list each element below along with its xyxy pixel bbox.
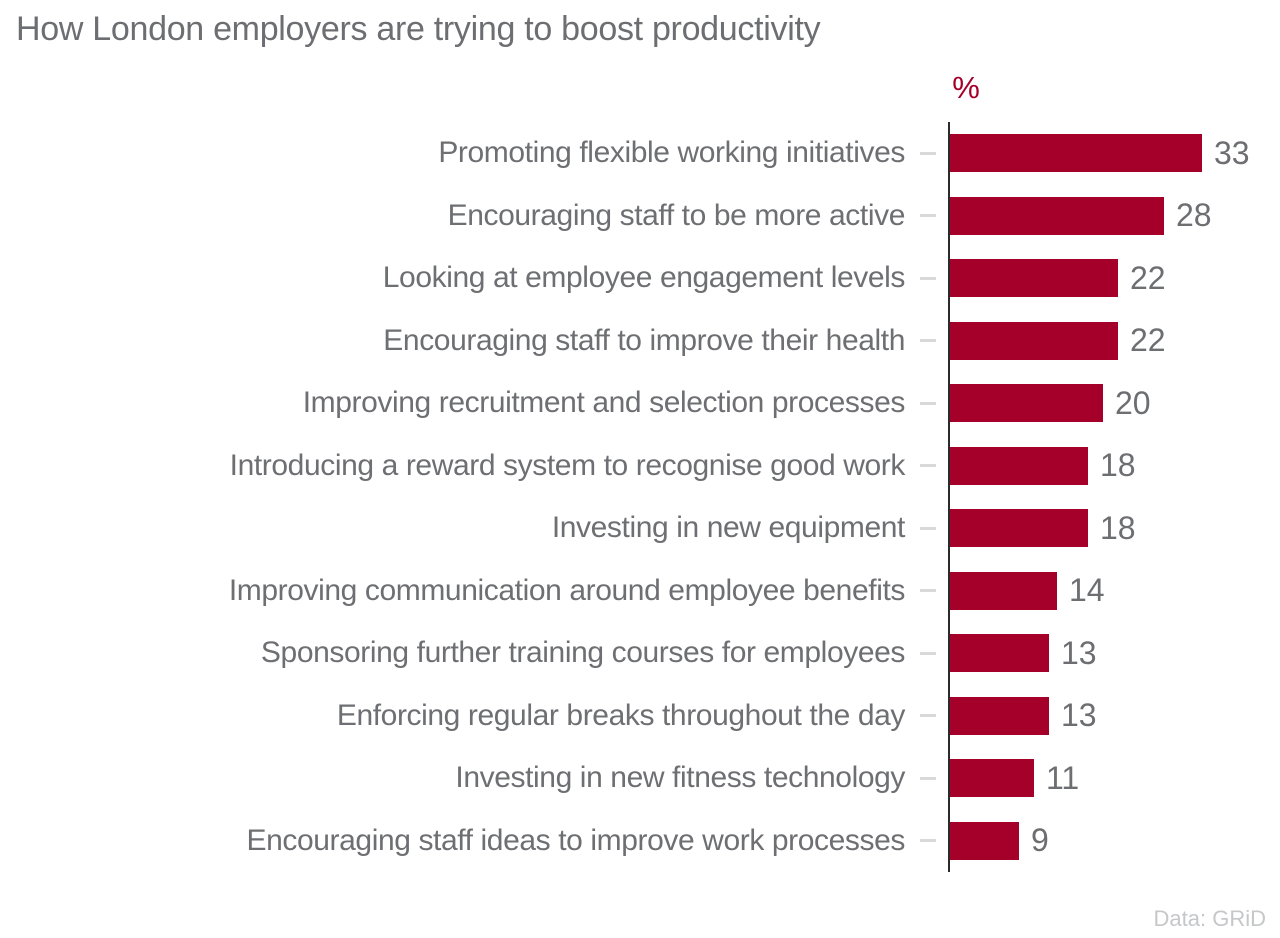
bar	[950, 384, 1103, 423]
axis-tick-mark	[920, 339, 936, 343]
axis-tick-mark	[920, 276, 936, 280]
bar-row: Encouraging staff ideas to improve work …	[0, 810, 1280, 873]
bar-rows-container: Promoting flexible working initiatives 33…	[0, 122, 1280, 872]
category-label: Promoting flexible working initiatives	[438, 136, 905, 170]
bar	[950, 446, 1088, 485]
bar	[950, 196, 1164, 235]
chart-title: How London employers are trying to boost…	[16, 10, 821, 48]
bar	[950, 634, 1049, 673]
value-label: 28	[1176, 197, 1212, 234]
value-label: 11	[1046, 759, 1080, 796]
axis-tick-mark	[920, 151, 936, 155]
category-label: Investing in new equipment	[551, 511, 906, 545]
value-label: 18	[1100, 447, 1136, 484]
axis-tick-mark	[920, 714, 936, 718]
bar-row: Improving communication around employee …	[0, 560, 1280, 623]
bar	[950, 821, 1019, 860]
bar-area: 11	[950, 747, 1280, 810]
bar-row: Encouraging staff to be more active 28	[0, 185, 1280, 248]
bar-row: Introducing a reward system to recognise…	[0, 435, 1280, 498]
category-label: Investing in new fitness technology	[455, 761, 905, 795]
bar-row: Looking at employee engagement levels 22	[0, 247, 1280, 310]
bar-chart-plot-area: Promoting flexible working initiatives 33…	[0, 122, 1280, 872]
bar-area: 18	[950, 435, 1280, 498]
bar-row: Improving recruitment and selection proc…	[0, 372, 1280, 435]
category-label: Sponsoring further training courses for …	[260, 636, 905, 670]
value-label: 22	[1130, 322, 1166, 359]
value-label: 9	[1031, 822, 1049, 859]
data-source-label: Data: GRiD	[1153, 906, 1266, 931]
axis-tick-mark	[920, 839, 936, 843]
axis-tick-mark	[920, 776, 936, 780]
category-label: Encouraging staff ideas to improve work …	[246, 823, 905, 857]
bar-row: Investing in new equipment 18	[0, 497, 1280, 560]
category-label: Encouraging staff to improve their healt…	[383, 323, 905, 357]
bar-area: 22	[950, 247, 1280, 310]
bar-area: 14	[950, 560, 1280, 623]
value-label: 20	[1115, 384, 1151, 421]
bar-row: Enforcing regular breaks throughout the …	[0, 685, 1280, 748]
bar-area: 18	[950, 497, 1280, 560]
category-label: Enforcing regular breaks throughout the …	[336, 698, 906, 732]
category-label: Introducing a reward system to recognise…	[229, 448, 906, 482]
value-label: 14	[1069, 572, 1105, 609]
bar	[950, 134, 1202, 173]
bar-row: Promoting flexible working initiatives 33	[0, 122, 1280, 185]
bar-row: Investing in new fitness technology 11	[0, 747, 1280, 810]
axis-tick-mark	[920, 464, 936, 468]
bar-area: 28	[950, 185, 1280, 248]
bar-area: 13	[950, 685, 1280, 748]
bar-area: 22	[950, 310, 1280, 373]
bar-area: 13	[950, 622, 1280, 685]
bar	[950, 696, 1049, 735]
value-label: 13	[1061, 634, 1097, 671]
axis-tick-mark	[920, 526, 936, 530]
category-label: Encouraging staff to be more active	[447, 198, 906, 232]
value-label: 13	[1061, 697, 1097, 734]
y-axis-line	[948, 122, 950, 872]
value-label: 22	[1130, 259, 1166, 296]
category-label: Looking at employee engagement levels	[382, 261, 906, 295]
axis-tick-mark	[920, 651, 936, 655]
bar	[950, 321, 1118, 360]
bar	[950, 509, 1088, 548]
bar-area: 9	[950, 810, 1280, 873]
bar-row: Encouraging staff to improve their healt…	[0, 310, 1280, 373]
category-label: Improving communication around employee …	[228, 573, 906, 607]
bar-area: 33	[950, 122, 1280, 185]
value-label: 18	[1100, 509, 1136, 546]
axis-tick-mark	[920, 589, 936, 593]
percent-axis-label: %	[952, 70, 980, 105]
bar	[950, 571, 1057, 610]
bar	[950, 259, 1118, 298]
category-label: Improving recruitment and selection proc…	[302, 386, 906, 420]
axis-tick-mark	[920, 401, 936, 405]
bar-area: 20	[950, 372, 1280, 435]
value-label: 33	[1214, 134, 1250, 171]
axis-tick-mark	[920, 214, 936, 218]
bar-row: Sponsoring further training courses for …	[0, 622, 1280, 685]
bar	[950, 759, 1034, 798]
